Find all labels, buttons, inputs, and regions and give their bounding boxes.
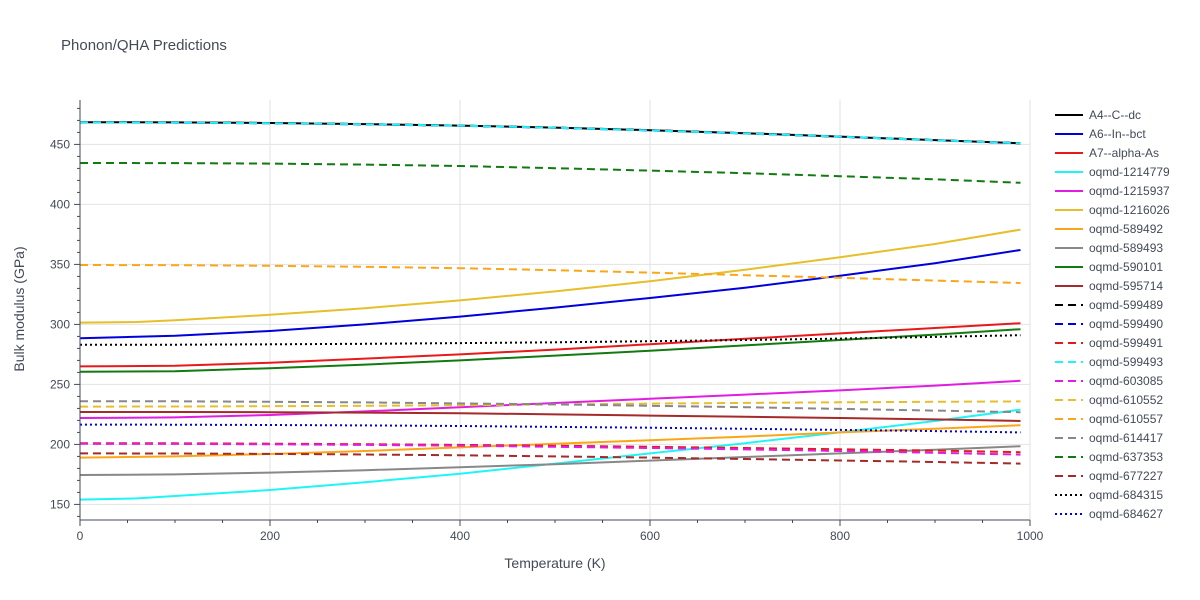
x-axis-label: Temperature (K) xyxy=(504,555,605,571)
legend-item-oqmd-603085[interactable]: oqmd-603085 xyxy=(1055,374,1163,388)
legend-item-oqmd-599490[interactable]: oqmd-599490 xyxy=(1055,317,1163,331)
legend-item-A6--In--bct[interactable]: A6--In--bct xyxy=(1055,127,1146,141)
series-line-oqmd-1215937 xyxy=(79,379,1021,419)
series-line-oqmd-599490 xyxy=(79,121,1021,145)
legend-item-oqmd-595714[interactable]: oqmd-595714 xyxy=(1055,279,1163,293)
x-tick-label: 400 xyxy=(450,529,470,543)
x-tick-label: 0 xyxy=(77,529,84,543)
axes: 0 200 400 600 800 1000 150 200 250 300 350 400 450 xyxy=(50,100,1044,543)
legend-item-oqmd-677227[interactable]: oqmd-677227 xyxy=(1055,469,1163,483)
legend-label: A7--alpha-As xyxy=(1089,146,1159,160)
grid xyxy=(79,100,1031,520)
series-line-oqmd-614417 xyxy=(79,400,1021,414)
series-line-oqmd-595714 xyxy=(80,411,1021,422)
legend-label: oqmd-614417 xyxy=(1089,431,1163,445)
legend-item-oqmd-1216026[interactable]: oqmd-1216026 xyxy=(1055,203,1170,217)
series-line-A7--alpha-As xyxy=(79,322,1021,368)
x-tick-label: 200 xyxy=(260,529,280,543)
series-line-oqmd-637353 xyxy=(79,162,1021,184)
series-line-oqmd-684315 xyxy=(79,334,1021,346)
series-line-oqmd-1216026 xyxy=(79,228,1021,324)
legend-item-oqmd-1215937[interactable]: oqmd-1215937 xyxy=(1055,184,1170,198)
x-tick-label: 1000 xyxy=(1017,529,1044,543)
legend-item-A4--C--dc[interactable]: A4--C--dc xyxy=(1055,108,1141,122)
legend-label: oqmd-610557 xyxy=(1089,412,1163,426)
legend-label: oqmd-589492 xyxy=(1089,222,1163,236)
legend-item-oqmd-589492[interactable]: oqmd-589492 xyxy=(1055,222,1163,236)
y-tick-label: 250 xyxy=(50,377,70,391)
legend-label: oqmd-599489 xyxy=(1089,298,1163,312)
legend-label: oqmd-684315 xyxy=(1089,488,1163,502)
chart-title: Phonon/QHA Predictions xyxy=(61,37,227,54)
legend-item-oqmd-599493[interactable]: oqmd-599493 xyxy=(1055,355,1163,369)
legend[interactable]: A4--C--dc A6--In--bct A7--alpha-As oqmd-121… xyxy=(1055,108,1170,521)
series-line-oqmd-610557 xyxy=(79,264,1021,284)
series-line-oqmd-599489 xyxy=(79,121,1021,145)
y-tick-label: 400 xyxy=(50,197,70,211)
legend-label: oqmd-599493 xyxy=(1089,355,1163,369)
series-line-A6--In--bct xyxy=(79,249,1021,340)
legend-label: oqmd-637353 xyxy=(1089,450,1163,464)
legend-item-oqmd-599489[interactable]: oqmd-599489 xyxy=(1055,298,1163,312)
legend-label: oqmd-599491 xyxy=(1089,336,1163,350)
legend-label: oqmd-603085 xyxy=(1089,374,1163,388)
legend-label: oqmd-595714 xyxy=(1089,279,1163,293)
series-line-oqmd-677227 xyxy=(79,452,1021,465)
legend-item-oqmd-589493[interactable]: oqmd-589493 xyxy=(1055,241,1163,255)
y-tick-label: 450 xyxy=(50,137,70,151)
series-line-oqmd-684627 xyxy=(79,423,1021,434)
y-tick-label: 150 xyxy=(50,497,70,511)
legend-label: oqmd-599490 xyxy=(1089,317,1163,331)
y-tick-label: 200 xyxy=(50,437,70,451)
legend-item-oqmd-1214779[interactable]: oqmd-1214779 xyxy=(1055,165,1170,179)
legend-label: oqmd-610552 xyxy=(1089,393,1163,407)
series-line-oqmd-603085 xyxy=(79,442,1021,456)
legend-label: oqmd-589493 xyxy=(1089,241,1163,255)
legend-item-oqmd-637353[interactable]: oqmd-637353 xyxy=(1055,450,1163,464)
series-line-A4--C--dc xyxy=(79,121,1021,145)
y-axis-label: Bulk modulus (GPa) xyxy=(11,246,27,371)
legend-item-A7--alpha-As[interactable]: A7--alpha-As xyxy=(1055,146,1159,160)
legend-item-oqmd-614417[interactable]: oqmd-614417 xyxy=(1055,431,1163,445)
legend-label: oqmd-1215937 xyxy=(1089,184,1170,198)
y-tick-label: 300 xyxy=(50,317,70,331)
legend-item-oqmd-684315[interactable]: oqmd-684315 xyxy=(1055,488,1163,502)
series-line-oqmd-599493 xyxy=(79,121,1021,145)
x-tick-label: 600 xyxy=(640,529,660,543)
legend-label: A4--C--dc xyxy=(1089,108,1141,122)
plot-area xyxy=(79,121,1021,501)
x-tick-label: 800 xyxy=(830,529,850,543)
legend-label: oqmd-1216026 xyxy=(1089,203,1170,217)
legend-item-oqmd-590101[interactable]: oqmd-590101 xyxy=(1055,260,1163,274)
y-tick-label: 350 xyxy=(50,257,70,271)
legend-label: oqmd-677227 xyxy=(1089,469,1163,483)
legend-item-oqmd-610557[interactable]: oqmd-610557 xyxy=(1055,412,1163,426)
legend-label: oqmd-590101 xyxy=(1089,260,1163,274)
legend-item-oqmd-599491[interactable]: oqmd-599491 xyxy=(1055,336,1163,350)
legend-label: oqmd-1214779 xyxy=(1089,165,1170,179)
legend-label: oqmd-684627 xyxy=(1089,507,1163,521)
series-line-oqmd-589493 xyxy=(79,445,1021,476)
legend-item-oqmd-610552[interactable]: oqmd-610552 xyxy=(1055,393,1163,407)
legend-label: A6--In--bct xyxy=(1089,127,1146,141)
legend-item-oqmd-684627[interactable]: oqmd-684627 xyxy=(1055,507,1163,521)
